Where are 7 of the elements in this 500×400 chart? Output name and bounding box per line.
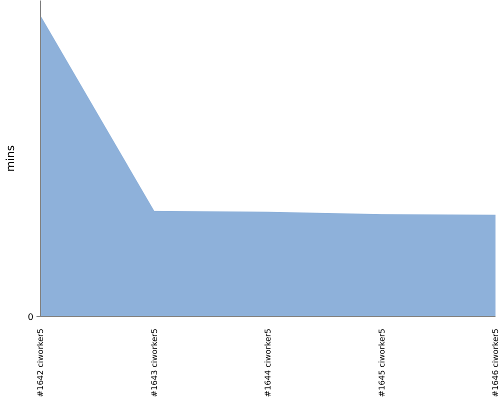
x-tick-label: #1646 ciworker5	[491, 328, 500, 398]
x-tick-label: #1643 ciworker5	[150, 328, 159, 398]
x-tick-label: #1642 ciworker5	[36, 328, 45, 398]
x-tick-label: #1645 ciworker5	[377, 328, 386, 398]
x-tick-label: #1644 ciworker5	[264, 328, 272, 398]
y-axis-title: mins	[4, 144, 17, 172]
text: 0	[28, 313, 34, 323]
